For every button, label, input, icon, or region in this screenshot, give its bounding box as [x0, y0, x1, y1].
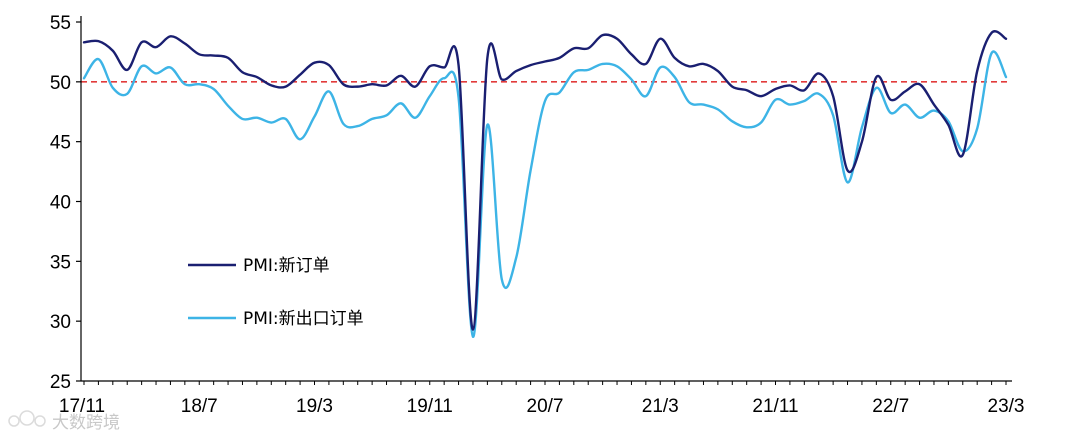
x-tick-label: 19/3 [296, 396, 333, 417]
x-tick-label: 21/11 [752, 396, 798, 417]
x-axis: 17/11 18/7 19/3 19/11 20/7 21/3 21/11 22/7 23/3 [59, 380, 1025, 417]
plot-area [81, 30, 1010, 338]
y-tick-label: 25 [50, 372, 71, 393]
legend-label: PMI:新出口订单 [243, 309, 364, 329]
y-tick-label: 45 [50, 133, 71, 154]
watermark-text: 大数跨境 [52, 413, 120, 433]
legend-label: PMI:新订单 [243, 256, 330, 276]
x-tick-label: 22/7 [872, 396, 909, 417]
series-line-1 [82, 50, 1008, 338]
x-tick-label: 18/7 [181, 396, 218, 417]
x-tick-label: 19/11 [407, 396, 453, 417]
x-tick-label: 20/7 [527, 396, 564, 417]
y-tick-label: 30 [50, 312, 71, 333]
series-line-0 [82, 30, 1008, 331]
y-tick-label: 55 [50, 13, 71, 34]
watermark: 大数跨境 [8, 410, 120, 433]
legend: PMI:新订单 PMI:新出口订单 [188, 256, 364, 329]
x-tick-label: 23/3 [988, 396, 1025, 417]
x-tick-label: 17/11 [59, 396, 105, 417]
watermark-logo-icon [8, 410, 46, 427]
x-tick-label: 21/3 [642, 396, 679, 417]
y-tick-label: 40 [50, 193, 71, 214]
y-axis: 25 30 35 40 45 50 55 [50, 13, 82, 393]
y-tick-label: 50 [50, 73, 71, 94]
y-tick-label: 35 [50, 252, 71, 273]
